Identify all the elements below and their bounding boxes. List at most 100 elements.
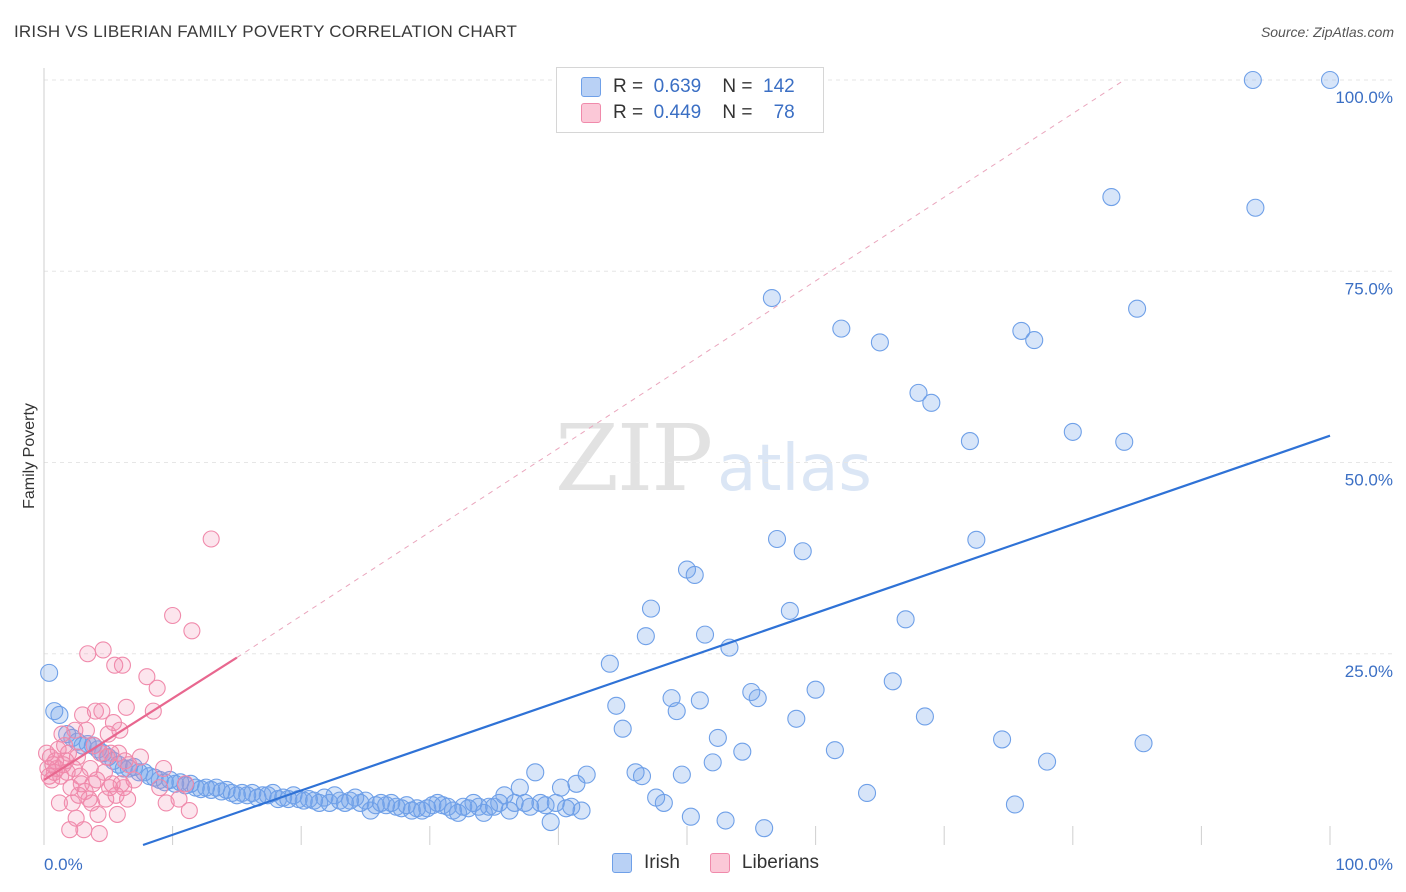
- data-point-irish: [567, 774, 586, 793]
- data-point-irish: [1025, 331, 1044, 350]
- data-point-irish: [1128, 299, 1147, 318]
- data-point-irish: [960, 432, 979, 451]
- data-point-irish: [526, 763, 545, 782]
- trend-line-irish: [142, 434, 1331, 847]
- data-point-irish: [479, 797, 499, 816]
- data-point-irish: [703, 753, 722, 772]
- data-point-irish: [346, 788, 365, 807]
- data-point-irish: [667, 702, 686, 721]
- data-point-liberians: [94, 641, 112, 659]
- legend-swatch-liberians: [581, 103, 601, 123]
- data-point-irish: [762, 288, 781, 308]
- data-point-irish: [825, 741, 844, 760]
- data-point-irish: [690, 691, 709, 710]
- data-point-liberians: [138, 668, 156, 686]
- legend-swatch-irish: [581, 77, 601, 97]
- data-point-irish: [1012, 321, 1031, 340]
- data-point-irish: [1320, 70, 1340, 90]
- data-point-irish: [1038, 752, 1057, 771]
- data-point-liberians: [183, 622, 201, 640]
- data-point-irish: [1243, 70, 1262, 90]
- data-point-irish: [716, 811, 735, 830]
- data-point-irish: [613, 719, 632, 738]
- data-point-irish: [685, 565, 704, 585]
- legend-swatch-liberians: [709, 853, 730, 873]
- data-point-irish: [708, 728, 727, 747]
- data-point-liberians: [164, 606, 182, 625]
- trend-lines: [43, 79, 1331, 847]
- axes: [43, 68, 1331, 845]
- data-point-irish: [922, 393, 941, 412]
- chart-title: IRISH VS LIBERIAN FAMILY POVERTY CORRELA…: [14, 22, 518, 41]
- series-legend: Irish Liberians: [612, 852, 849, 874]
- data-point-liberians: [117, 698, 135, 716]
- data-point-irish: [310, 793, 329, 812]
- legend-label-liberians: Liberians: [741, 852, 820, 873]
- legend-r-label: R =: [613, 76, 644, 97]
- data-point-irish: [577, 765, 596, 784]
- data-point-liberians: [170, 790, 188, 808]
- data-point-irish: [562, 797, 581, 816]
- y-tick-label: 75.0%: [1345, 279, 1393, 298]
- data-point-irish: [883, 672, 902, 691]
- legend-row-irish: R = 0.639 N = 142: [581, 74, 795, 100]
- data-point-liberians: [180, 802, 198, 820]
- trend-line-liberians-extended: [236, 79, 1125, 658]
- legend-n-label: N =: [722, 76, 753, 97]
- stats-legend: R = 0.639 N = 142 R = 0.449 N = 78: [556, 67, 824, 133]
- data-point-irish: [1246, 198, 1265, 217]
- data-point-liberians: [176, 775, 195, 793]
- data-point-irish: [793, 542, 812, 561]
- data-point-liberians: [125, 771, 143, 789]
- data-point-liberians: [155, 759, 173, 778]
- legend-r-label: R =: [613, 102, 644, 123]
- data-point-irish: [510, 778, 529, 797]
- data-point-irish: [896, 610, 915, 629]
- tick-labels: 25.0% 50.0% 75.0% 100.0% 0.0% 100.0%: [44, 88, 1393, 874]
- data-point-irish: [217, 780, 236, 799]
- legend-n-value: 142: [763, 76, 795, 97]
- data-point-liberians: [66, 721, 84, 739]
- data-point-liberians: [89, 805, 107, 823]
- data-point-liberians: [90, 824, 108, 843]
- data-point-liberians: [131, 748, 149, 766]
- data-point-liberians: [50, 794, 68, 812]
- data-point-irish: [733, 742, 752, 761]
- data-point-liberians: [93, 702, 111, 720]
- data-point-liberians: [77, 721, 95, 739]
- data-point-irish: [636, 627, 655, 646]
- series-irish: [40, 70, 1340, 838]
- y-tick-label: 25.0%: [1345, 662, 1393, 681]
- x-tick-label: 0.0%: [44, 855, 83, 874]
- data-point-irish: [1005, 795, 1024, 814]
- data-point-irish: [356, 791, 375, 810]
- data-point-irish: [806, 680, 825, 699]
- data-point-irish: [767, 529, 787, 549]
- data-point-irish: [418, 799, 437, 818]
- data-point-irish: [787, 709, 806, 728]
- data-point-irish: [607, 696, 626, 715]
- data-point-irish: [654, 793, 673, 812]
- data-point-liberians: [86, 702, 104, 720]
- data-point-irish: [832, 319, 851, 338]
- data-point-liberians: [157, 794, 175, 812]
- data-point-irish: [915, 707, 934, 726]
- data-point-liberians: [148, 679, 166, 697]
- data-point-liberians: [79, 645, 97, 663]
- data-point-irish: [50, 705, 69, 725]
- data-point-irish: [695, 625, 715, 644]
- legend-n-value: 78: [773, 102, 795, 123]
- data-point-liberians: [75, 821, 93, 839]
- data-point-liberians: [108, 805, 126, 823]
- legend-item-liberians: Liberians: [709, 852, 820, 874]
- data-point-irish: [551, 778, 571, 797]
- trend-line-liberians: [43, 656, 238, 781]
- legend-swatch-irish: [612, 853, 632, 873]
- data-point-irish: [681, 807, 700, 826]
- data-point-irish: [632, 767, 652, 786]
- data-point-liberians: [119, 790, 137, 808]
- y-axis-title: Family Poverty: [21, 403, 38, 509]
- data-point-liberians: [202, 530, 220, 548]
- data-point-irish: [1134, 734, 1153, 753]
